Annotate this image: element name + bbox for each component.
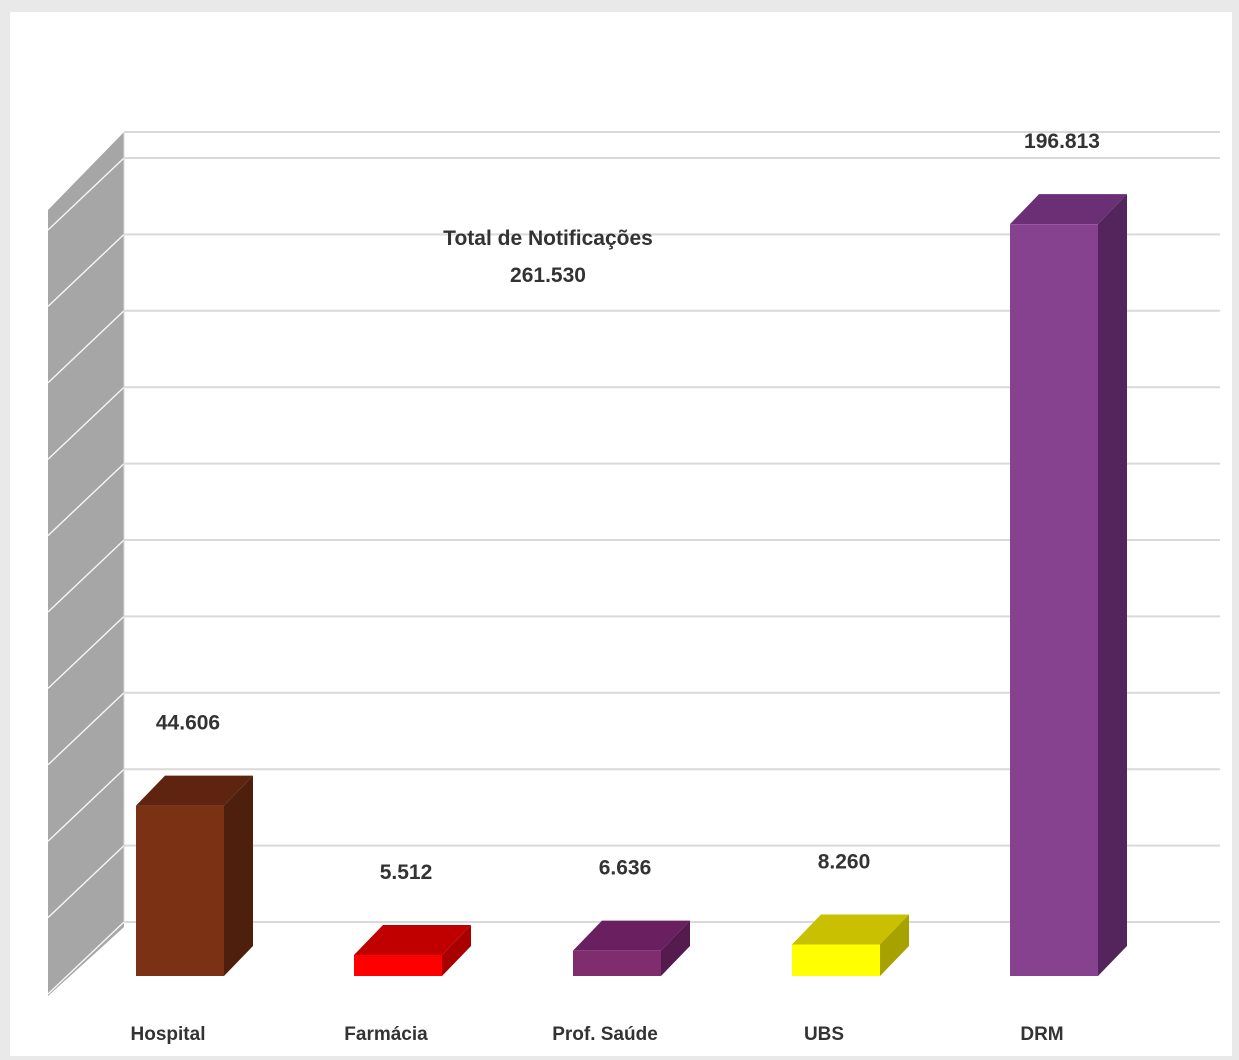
bar-side <box>442 924 471 976</box>
wall-gridline <box>47 157 125 231</box>
bar-front <box>573 950 661 976</box>
value-label: 196.813 <box>1024 130 1100 153</box>
bar-farm-cia <box>354 924 471 976</box>
chart-frame: 44.606 5.512 6.636 8.260 196.813 Hospital Far… <box>10 12 1232 1056</box>
wall-grid-lines <box>47 157 125 995</box>
value-label: 44.606 <box>156 712 220 735</box>
bar-ubs <box>792 914 909 976</box>
bar-top <box>792 914 909 945</box>
category-labels: Hospital Farmácia Prof. Saúde UBS DRM <box>131 1024 1064 1045</box>
bar-top <box>1010 194 1127 225</box>
bar-front <box>792 944 880 976</box>
wall-gridline <box>47 615 125 689</box>
bar-side <box>1098 194 1127 977</box>
category-label: UBS <box>804 1024 844 1045</box>
wall-gridline <box>47 310 125 384</box>
bar-prof-sa-de <box>573 920 690 976</box>
bar-hospital <box>136 775 253 976</box>
bars <box>136 194 1127 977</box>
bar-top <box>354 924 471 955</box>
bar-side <box>224 775 253 976</box>
bar-side <box>661 920 690 976</box>
wall-gridline <box>47 386 125 460</box>
wall-gridline <box>47 539 125 613</box>
wall-gridline <box>47 921 125 995</box>
bar-chart-3d: 44.606 5.512 6.636 8.260 196.813 Hospital Far… <box>47 130 1220 1045</box>
value-label: 6.636 <box>599 857 652 880</box>
value-label: 8.260 <box>818 850 871 873</box>
value-labels: 44.606 5.512 6.636 8.260 196.813 <box>156 130 1100 884</box>
bar-front <box>1010 224 1098 976</box>
wall-gridline <box>47 463 125 537</box>
bar-drm <box>1010 194 1127 977</box>
category-label: DRM <box>1020 1024 1063 1045</box>
bar-front <box>136 805 224 976</box>
wall-gridline <box>47 233 125 307</box>
category-label: Hospital <box>131 1024 206 1045</box>
total-annotation-value: 261.530 <box>510 264 586 287</box>
bar-front <box>354 954 442 976</box>
category-label: Prof. Saúde <box>552 1024 658 1045</box>
bar-top <box>573 920 690 951</box>
value-label: 5.512 <box>380 861 433 884</box>
bar-top <box>136 775 253 806</box>
category-label: Farmácia <box>344 1024 428 1045</box>
wall-gridline <box>47 845 125 919</box>
wall-gridline <box>47 692 125 766</box>
bar-side <box>880 914 909 976</box>
wall-gridline <box>47 768 125 842</box>
chart-wall <box>48 132 124 996</box>
total-annotation-title: Total de Notificações <box>443 227 653 250</box>
